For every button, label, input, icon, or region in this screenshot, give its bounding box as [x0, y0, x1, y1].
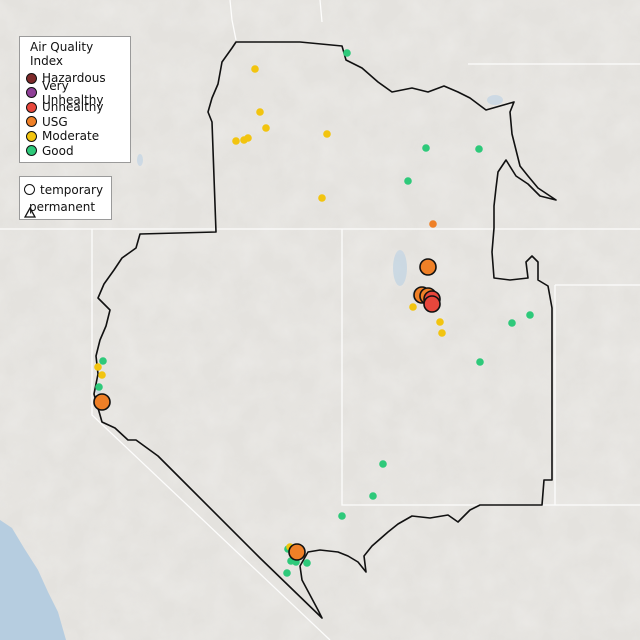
- monitor-marker-small[interactable]: [323, 130, 331, 138]
- legend-item-usg: USG: [26, 115, 124, 130]
- ocean: [0, 520, 66, 640]
- monitor-marker-small[interactable]: [232, 137, 240, 145]
- legend-permanent-label: permanent: [29, 199, 96, 214]
- monitor-marker-small[interactable]: [318, 194, 326, 202]
- legend-swatch: [26, 87, 37, 99]
- aqi-legend: Air Quality Index Hazardous Very Unhealth…: [19, 36, 131, 163]
- monitor-marker-small[interactable]: [369, 492, 377, 500]
- monitor-points: [93, 49, 534, 577]
- monitor-marker-small[interactable]: [283, 569, 291, 577]
- legend-item-moderate: Moderate: [26, 129, 124, 144]
- monitor-marker-small[interactable]: [404, 177, 412, 185]
- legend-swatch: [26, 101, 37, 113]
- monitor-marker-small[interactable]: [429, 220, 437, 228]
- legend-item-hazardous: Hazardous: [26, 71, 124, 86]
- monitor-marker-small[interactable]: [379, 460, 387, 468]
- aqi-legend-title: Air Quality Index: [30, 40, 94, 68]
- monitor-marker-large[interactable]: [419, 258, 437, 276]
- monitor-marker-small[interactable]: [508, 319, 516, 327]
- monitor-marker-small[interactable]: [438, 329, 446, 337]
- legend-label: USG: [42, 114, 68, 129]
- legend-item-good: Good: [26, 144, 124, 159]
- legend-swatch: [26, 72, 37, 84]
- monitor-marker-large[interactable]: [423, 295, 441, 313]
- legend-swatch: [26, 145, 37, 157]
- monitor-marker-small[interactable]: [436, 318, 444, 326]
- legend-permanent: permanent: [24, 198, 107, 218]
- monitor-marker-small[interactable]: [94, 363, 102, 371]
- legend-item-very-unhealthy: Very Unhealthy: [26, 79, 124, 107]
- monitor-marker-small[interactable]: [303, 559, 311, 567]
- legend-label: Hazardous: [42, 71, 106, 86]
- legend-item-unhealthy: Unhealthy: [26, 100, 124, 115]
- monitor-marker-small[interactable]: [422, 144, 430, 152]
- monitor-marker-small[interactable]: [262, 124, 270, 132]
- legend-label: Very Unhealthy: [42, 78, 104, 107]
- monitor-marker-small[interactable]: [475, 145, 483, 153]
- monitor-marker-small[interactable]: [409, 303, 417, 311]
- circle-icon: [24, 184, 35, 195]
- legend-temporary-label: temporary: [40, 182, 104, 197]
- legend-swatch: [26, 116, 37, 128]
- legend-swatch: [26, 130, 37, 142]
- region-outline: [93, 41, 557, 619]
- monitor-marker-small[interactable]: [338, 512, 346, 520]
- legend-temporary: temporary: [24, 181, 107, 198]
- monitor-marker-small[interactable]: [526, 311, 534, 319]
- monitor-type-legend: temporary permanent: [19, 176, 112, 220]
- monitor-marker-small[interactable]: [95, 383, 103, 391]
- monitor-marker-large[interactable]: [93, 393, 111, 411]
- legend-label: Moderate: [42, 129, 100, 144]
- monitor-marker-large[interactable]: [288, 543, 306, 561]
- monitor-marker-small[interactable]: [244, 134, 252, 142]
- legend-label: Unhealthy: [42, 100, 104, 115]
- monitor-marker-small[interactable]: [343, 49, 351, 57]
- monitor-marker-small[interactable]: [98, 371, 106, 379]
- monitor-marker-small[interactable]: [99, 357, 107, 365]
- legend-label: Good: [42, 143, 74, 158]
- monitor-marker-small[interactable]: [256, 108, 264, 116]
- monitor-marker-small[interactable]: [251, 65, 259, 73]
- monitor-marker-small[interactable]: [476, 358, 484, 366]
